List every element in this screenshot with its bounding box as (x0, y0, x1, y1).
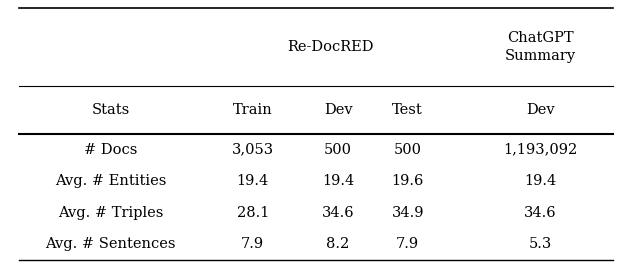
Text: Avg. # Sentences: Avg. # Sentences (46, 237, 176, 251)
Text: Stats: Stats (92, 103, 130, 117)
Text: # Docs: # Docs (84, 143, 137, 157)
Text: 500: 500 (394, 143, 422, 157)
Text: 500: 500 (324, 143, 352, 157)
Text: 34.9: 34.9 (391, 206, 424, 220)
Text: 5.3: 5.3 (529, 237, 552, 251)
Text: Train: Train (233, 103, 272, 117)
Text: Re-DocRED: Re-DocRED (287, 40, 374, 54)
Text: 28.1: 28.1 (236, 206, 269, 220)
Text: 3,053: 3,053 (232, 143, 274, 157)
Text: 34.6: 34.6 (524, 206, 557, 220)
Text: 19.4: 19.4 (322, 174, 355, 188)
Text: 19.6: 19.6 (391, 174, 424, 188)
Text: 1,193,092: 1,193,092 (503, 143, 578, 157)
Text: Avg. # Entities: Avg. # Entities (55, 174, 166, 188)
Text: 19.4: 19.4 (524, 174, 557, 188)
Text: Avg. # Triples: Avg. # Triples (58, 206, 163, 220)
Text: 34.6: 34.6 (322, 206, 355, 220)
Text: 7.9: 7.9 (396, 237, 419, 251)
Text: 19.4: 19.4 (236, 174, 269, 188)
Text: Test: Test (392, 103, 423, 117)
Text: Dev: Dev (324, 103, 353, 117)
Text: 8.2: 8.2 (327, 237, 349, 251)
Text: Dev: Dev (526, 103, 555, 117)
Text: ChatGPT
Summary: ChatGPT Summary (505, 31, 576, 63)
Text: 7.9: 7.9 (241, 237, 264, 251)
